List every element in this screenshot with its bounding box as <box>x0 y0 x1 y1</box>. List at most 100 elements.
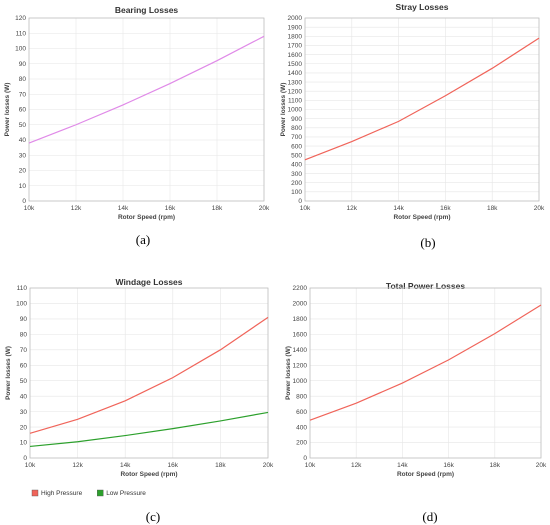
y-tick-label: 100 <box>15 46 26 53</box>
y-tick-label: 1500 <box>288 61 303 68</box>
plot-area-frame <box>29 287 269 459</box>
y-tick-label: 1700 <box>288 43 303 50</box>
series-line-1 <box>28 35 265 144</box>
y-axis-label: Power losses (W) <box>280 83 287 137</box>
y-axis-label: Power losses (W) <box>285 346 292 400</box>
y-tick-label: 1600 <box>293 332 308 339</box>
x-tick-label: 16k <box>165 205 176 212</box>
y-tick-label: 1400 <box>288 70 303 77</box>
chart-title: Stray Losses <box>396 2 449 12</box>
y-tick-label: 30 <box>19 152 27 159</box>
series-line-low-pressure <box>29 411 269 448</box>
y-tick-label: 70 <box>19 91 27 98</box>
x-tick-label: 18k <box>212 205 223 212</box>
y-tick-label: 120 <box>15 15 26 22</box>
y-tick-label: 1900 <box>288 24 303 31</box>
y-tick-label: 40 <box>19 137 27 144</box>
y-tick-label: 60 <box>20 362 28 369</box>
plot-area-frame <box>28 17 265 202</box>
legend-swatch <box>31 489 39 497</box>
x-axis-label: Rotor Speed (rpm) <box>118 214 175 221</box>
y-tick-label: 1100 <box>288 98 302 105</box>
y-tick-label: 2000 <box>288 15 303 22</box>
y-tick-label: 110 <box>17 285 28 292</box>
y-tick-label: 1400 <box>293 347 308 354</box>
y-tick-label: 50 <box>19 122 27 129</box>
y-tick-label: 200 <box>291 180 302 187</box>
x-tick-label: 10k <box>25 462 36 469</box>
x-axis-label: Rotor Speed (rpm) <box>120 471 177 478</box>
x-axis-label: Rotor Speed (rpm) <box>393 214 450 221</box>
y-tick-label: 400 <box>296 424 307 431</box>
x-tick-label: 10k <box>305 462 316 469</box>
y-tick-label: 0 <box>23 455 27 462</box>
y-tick-label: 0 <box>303 455 307 462</box>
legend-label: High Pressure <box>41 490 83 497</box>
y-tick-label: 110 <box>16 30 27 37</box>
y-tick-label: 1000 <box>288 107 303 114</box>
plot-area-frame <box>304 17 540 202</box>
y-tick-label: 800 <box>296 393 307 400</box>
series-line-high-pressure <box>29 316 269 434</box>
y-tick-label: 30 <box>20 409 28 416</box>
panel-label: (d) <box>422 509 437 524</box>
y-tick-label: 100 <box>291 189 302 196</box>
y-tick-label: 600 <box>291 143 302 150</box>
y-tick-label: 1200 <box>293 362 308 369</box>
panel-label: (c) <box>146 509 160 524</box>
x-tick-label: 16k <box>443 462 454 469</box>
y-tick-label: 1200 <box>288 88 303 95</box>
y-tick-label: 200 <box>296 440 307 447</box>
y-tick-label: 50 <box>20 378 28 385</box>
legend-label: Low Pressure <box>106 490 146 497</box>
x-tick-label: 20k <box>263 462 274 469</box>
x-tick-label: 16k <box>168 462 179 469</box>
x-tick-label: 20k <box>534 205 545 212</box>
chart-panel-c: Windage Losses 0 10 20 30 40 50 60 70 80 90 100 110 1… <box>5 277 274 524</box>
x-tick-label: 18k <box>487 205 498 212</box>
chart-panel-a: Bearing Losses 0 10 20 30 40 50 60 70 80 90 100 110 1… <box>4 5 270 247</box>
x-tick-label: 16k <box>440 205 451 212</box>
y-tick-label: 20 <box>20 424 28 431</box>
y-tick-label: 100 <box>16 301 27 308</box>
panel-label: (b) <box>420 235 435 250</box>
y-tick-label: 500 <box>291 152 302 159</box>
chart-title: Total Power Losses <box>386 281 465 291</box>
y-tick-label: 2000 <box>293 301 308 308</box>
x-axis-label: Rotor Speed (rpm) <box>397 471 454 478</box>
y-tick-label: 900 <box>291 116 302 123</box>
x-tick-label: 10k <box>24 205 35 212</box>
y-tick-label: 10 <box>19 183 27 190</box>
y-tick-label: 80 <box>19 76 27 83</box>
y-tick-label: 90 <box>20 316 28 323</box>
x-tick-label: 10k <box>300 205 311 212</box>
y-tick-label: 70 <box>20 347 28 354</box>
x-tick-label: 20k <box>536 462 547 469</box>
y-tick-label: 40 <box>20 393 28 400</box>
x-tick-label: 12k <box>351 462 362 469</box>
x-tick-label: 14k <box>118 205 129 212</box>
y-tick-label: 0 <box>298 198 302 205</box>
series-line-1 <box>304 37 540 161</box>
legend-swatch <box>96 489 104 497</box>
y-tick-label: 20 <box>19 168 27 175</box>
x-tick-label: 20k <box>259 205 270 212</box>
x-tick-label: 14k <box>397 462 408 469</box>
chart-title: Bearing Losses <box>115 5 179 15</box>
x-tick-label: 12k <box>72 462 83 469</box>
chart-panel-b: Stray Losses 0 100 200 300 400 500 600 700 800 900… <box>280 2 545 250</box>
series-line-1 <box>309 304 542 421</box>
x-tick-label: 12k <box>71 205 82 212</box>
y-tick-label: 1300 <box>288 79 303 86</box>
y-tick-label: 60 <box>19 107 27 114</box>
y-tick-label: 80 <box>20 332 28 339</box>
y-tick-label: 90 <box>19 61 27 68</box>
y-tick-label: 400 <box>291 162 302 169</box>
y-tick-label: 2200 <box>293 285 308 292</box>
y-axis-label: Power losses (W) <box>5 346 12 400</box>
plot-area-frame <box>309 287 542 459</box>
chart-title: Windage Losses <box>116 277 183 287</box>
y-tick-label: 600 <box>296 409 307 416</box>
y-tick-label: 300 <box>291 171 302 178</box>
y-axis-label: Power losses (W) <box>4 83 11 137</box>
